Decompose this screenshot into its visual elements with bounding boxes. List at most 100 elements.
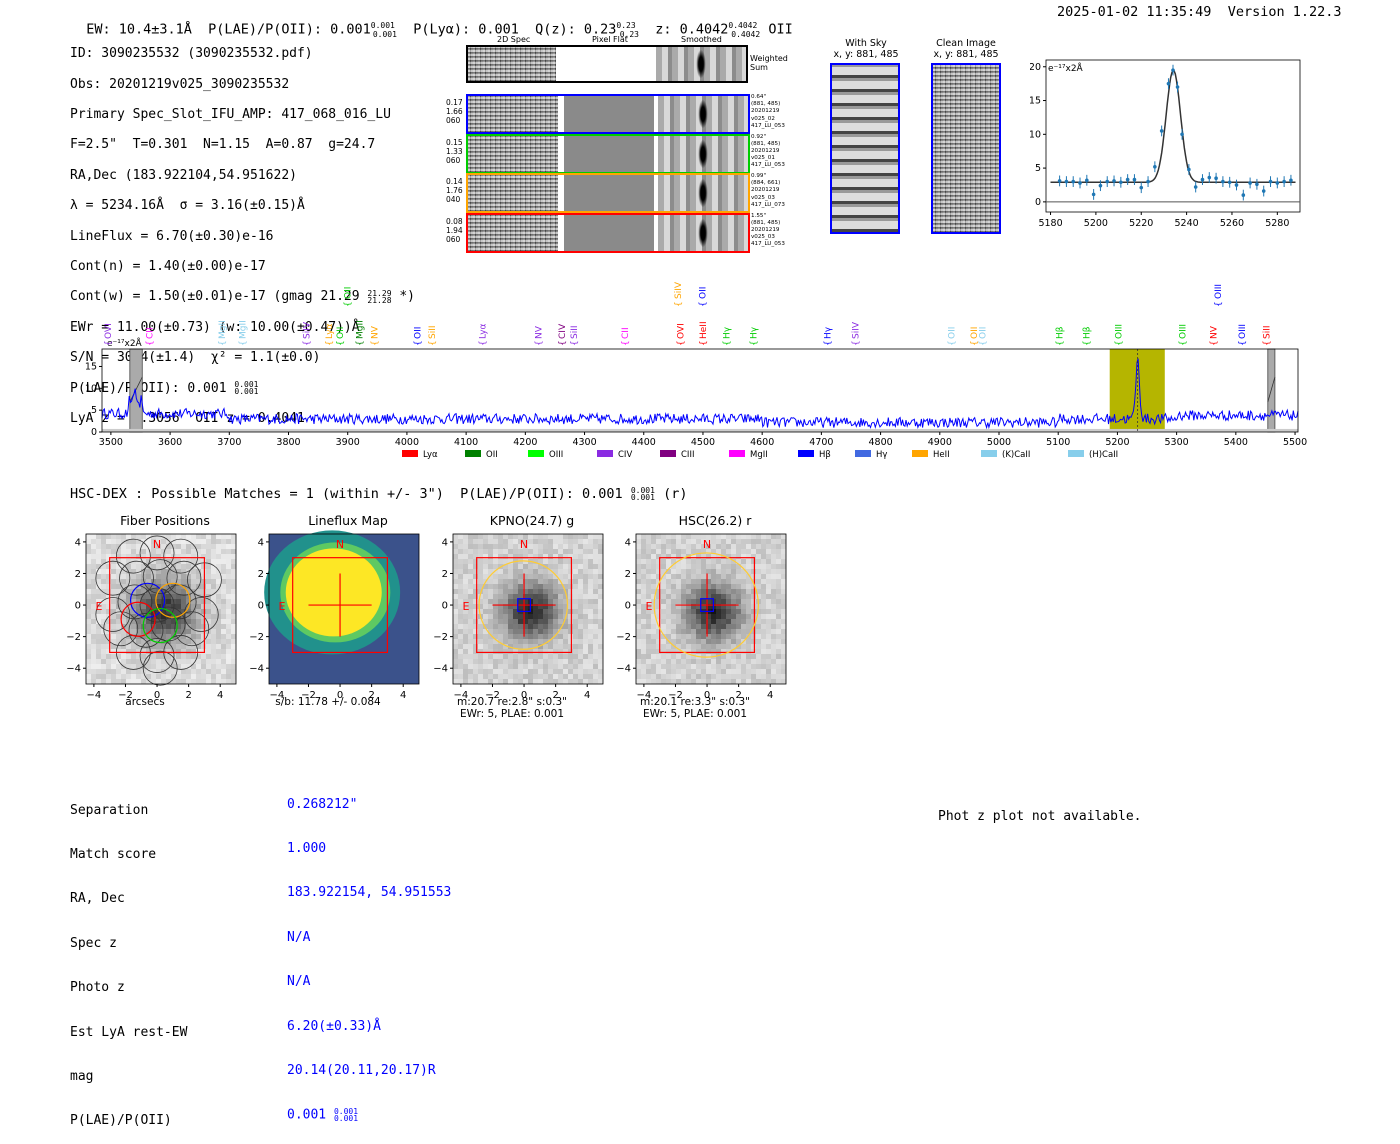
noise-pixel	[463, 579, 468, 584]
noise-pixel	[686, 594, 691, 599]
zoom-data-point	[1241, 193, 1246, 197]
noise-pixel	[201, 679, 206, 684]
noise-pixel	[721, 534, 726, 539]
noise-pixel	[458, 644, 463, 649]
noise-pixel	[181, 579, 186, 584]
noise-pixel	[656, 649, 661, 654]
noise-pixel	[156, 629, 161, 634]
noise-pixel	[681, 534, 686, 539]
noise-pixel	[751, 619, 756, 624]
noise-pixel	[478, 624, 483, 629]
noise-pixel	[191, 634, 196, 639]
noise-pixel	[538, 604, 543, 609]
noise-pixel	[201, 644, 206, 649]
cutout-meta: 1.94	[446, 225, 463, 235]
noise-pixel	[681, 579, 686, 584]
noise-pixel	[116, 614, 121, 619]
noise-pixel	[563, 544, 568, 549]
noise-pixel	[578, 544, 583, 549]
noise-pixel	[513, 644, 518, 649]
noise-pixel	[533, 609, 538, 614]
noise-pixel	[468, 534, 473, 539]
noise-pixel	[231, 574, 236, 579]
cutout-row-right-meta: 0.64" (881, 485) 20201219 v025_02 417_LU_053	[751, 94, 785, 130]
fiber-circle	[119, 560, 154, 596]
cutout-row-right-meta: 0.99" (884, 661) 20201219 v025_03 417_LU_073	[751, 173, 785, 209]
noise-pixel	[91, 579, 96, 584]
noise-pixel	[181, 619, 186, 624]
noise-pixel	[711, 574, 716, 579]
legend-label: MgII	[750, 450, 768, 460]
noise-pixel	[766, 604, 771, 609]
cutout-col-smoothed: Smoothed	[681, 35, 722, 44]
noise-pixel	[736, 609, 741, 614]
noise-pixel	[191, 579, 196, 584]
noise-pixel	[701, 639, 706, 644]
noise-pixel	[171, 654, 176, 659]
noise-pixel	[741, 584, 746, 589]
noise-pixel	[766, 619, 771, 624]
hsc-panel-title: KPNO(24.7) g	[489, 513, 575, 528]
cutout-gap	[558, 96, 564, 132]
line-brace: {	[428, 340, 438, 346]
noise-pixel	[101, 679, 106, 684]
noise-pixel	[136, 674, 141, 679]
noise-pixel	[91, 544, 96, 549]
noise-pixel	[573, 599, 578, 604]
noise-pixel	[558, 669, 563, 674]
noise-pixel	[651, 569, 656, 574]
noise-pixel	[548, 679, 553, 684]
noise-pixel	[166, 584, 171, 589]
noise-pixel	[528, 619, 533, 624]
noise-pixel	[226, 674, 231, 679]
noise-pixel	[641, 574, 646, 579]
noise-pixel	[548, 674, 553, 679]
noise-pixel	[493, 624, 498, 629]
noise-pixel	[661, 579, 666, 584]
noise-pixel	[131, 564, 136, 569]
zoom-unit-label: e⁻¹⁷x2Å	[1048, 62, 1084, 74]
noise-pixel	[523, 649, 528, 654]
noise-pixel	[141, 559, 146, 564]
noise-pixel	[171, 639, 176, 644]
noise-pixel	[176, 639, 181, 644]
noise-pixel	[473, 639, 478, 644]
noise-pixel	[226, 609, 231, 614]
noise-pixel	[538, 654, 543, 659]
noise-pixel	[696, 614, 701, 619]
noise-pixel	[641, 629, 646, 634]
noise-pixel	[201, 674, 206, 679]
noise-pixel	[548, 599, 553, 604]
noise-pixel	[761, 659, 766, 664]
noise-pixel	[523, 594, 528, 599]
noise-pixel	[771, 604, 776, 609]
noise-pixel	[646, 649, 651, 654]
noise-pixel	[156, 599, 161, 604]
noise-pixel	[201, 609, 206, 614]
noise-pixel	[583, 624, 588, 629]
noise-pixel	[671, 589, 676, 594]
noise-pixel	[751, 669, 756, 674]
noise-pixel	[91, 644, 96, 649]
hsc-xtick-label: −2	[668, 690, 683, 701]
noise-pixel	[563, 659, 568, 664]
hsc-xtick-label: 0	[704, 690, 710, 701]
noise-pixel	[146, 599, 151, 604]
noise-pixel	[781, 539, 786, 544]
noise-pixel	[736, 614, 741, 619]
noise-pixel	[106, 589, 111, 594]
noise-pixel	[746, 549, 751, 554]
noise-pixel	[468, 609, 473, 614]
noise-pixel	[756, 659, 761, 664]
noise-pixel	[776, 559, 781, 564]
noise-pixel	[746, 544, 751, 549]
noise-pixel	[578, 654, 583, 659]
noise-pixel	[558, 614, 563, 619]
noise-pixel	[598, 544, 603, 549]
noise-pixel	[156, 559, 161, 564]
noise-pixel	[646, 644, 651, 649]
noise-pixel	[651, 594, 656, 599]
match-value: 0.268212"	[287, 796, 358, 812]
cutout-meta: 20201219	[751, 147, 780, 154]
noise-pixel	[646, 559, 651, 564]
